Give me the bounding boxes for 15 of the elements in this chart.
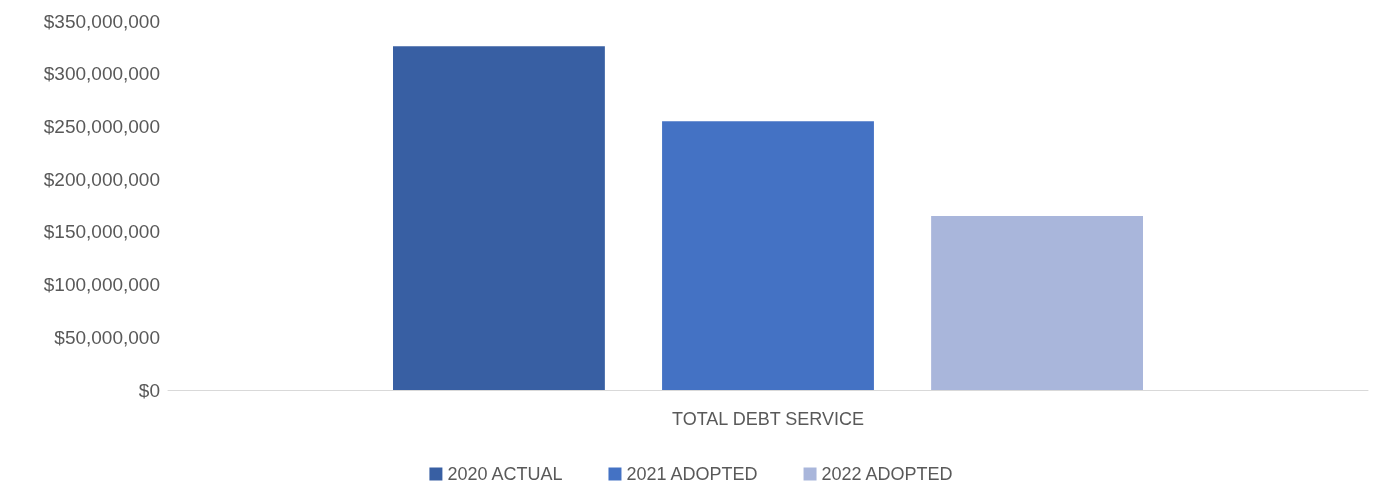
y-tick-label: $50,000,000 xyxy=(54,326,160,348)
x-tick-label: TOTAL DEBT SERVICE xyxy=(671,409,865,429)
legend-label: 2022 ADOPTED xyxy=(821,464,953,484)
bar xyxy=(393,46,605,390)
y-tick-label: $300,000,000 xyxy=(43,63,160,85)
legend-label: 2021 ADOPTED xyxy=(626,464,758,484)
bar xyxy=(662,121,874,390)
legend-label: 2020 ACTUAL xyxy=(447,464,563,484)
y-tick-label: $250,000,000 xyxy=(43,115,160,137)
y-tick-label: $200,000,000 xyxy=(43,168,160,190)
y-tick-label: $350,000,000 xyxy=(43,10,160,32)
bar xyxy=(931,216,1143,390)
y-tick-label: $100,000,000 xyxy=(43,274,160,296)
y-tick-label: $0 xyxy=(138,379,160,401)
y-tick-label: $150,000,000 xyxy=(43,221,160,243)
